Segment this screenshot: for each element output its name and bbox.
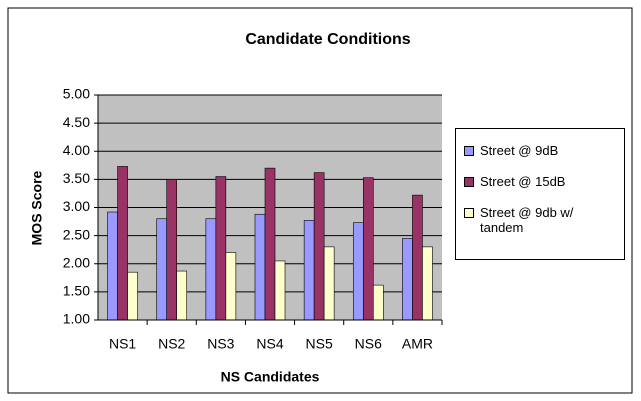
legend-entry: Street @ 9db w/ tandem [464,205,618,235]
bar [264,167,276,321]
bar [156,218,168,321]
bar [176,270,188,321]
x-tick-label: NS1 [109,336,136,352]
y-tick-label: 1.50 [63,283,90,299]
x-tick-label: NS4 [256,336,283,352]
bar [117,166,128,321]
bar [127,271,138,321]
bar [402,238,413,321]
y-tick-label: 4.00 [63,142,90,158]
bar [166,179,178,321]
bar [352,222,364,321]
legend-swatch [464,177,474,187]
y-tick-label: 5.00 [63,86,90,102]
bar [205,218,217,321]
bar [422,246,433,321]
bar [107,211,118,321]
bar [313,172,325,321]
y-tick-label: 1.00 [63,311,90,327]
legend-label: Street @ 15dB [480,174,566,189]
bar [303,220,315,321]
y-tick-label: 2.00 [63,254,90,270]
y-tick-label: 2.50 [63,226,90,242]
legend-swatch [464,146,474,156]
bar [412,194,423,321]
bar [362,177,374,321]
legend-entry: Street @ 9dB [464,143,618,158]
legend: Street @ 9dB Street @ 15dB Street @ 9db w/… [455,128,625,260]
bar [215,176,227,321]
x-tick-label: NS2 [158,336,185,352]
x-axis-label: NS Candidates [221,369,320,385]
y-tick-label: 4.50 [63,114,90,130]
bar [323,246,335,321]
y-tick-label: 3.00 [63,198,90,214]
bar [254,213,266,321]
x-tick-label: NS3 [207,336,234,352]
legend-label: Street @ 9db w/ tandem [480,205,574,235]
legend-swatch [464,208,474,218]
bar [225,252,237,321]
chart-title: Candidate Conditions [245,31,410,48]
bar [372,284,384,321]
x-tick-label: NS6 [355,336,382,352]
y-axis-label: MOS Score [29,170,45,245]
legend-entry: Street @ 15dB [464,174,618,189]
x-tick-label: AMR [402,336,433,352]
legend-label: Street @ 9dB [480,143,559,158]
bar [274,260,286,321]
x-tick-label: NS5 [306,336,333,352]
y-tick-label: 3.50 [63,170,90,186]
